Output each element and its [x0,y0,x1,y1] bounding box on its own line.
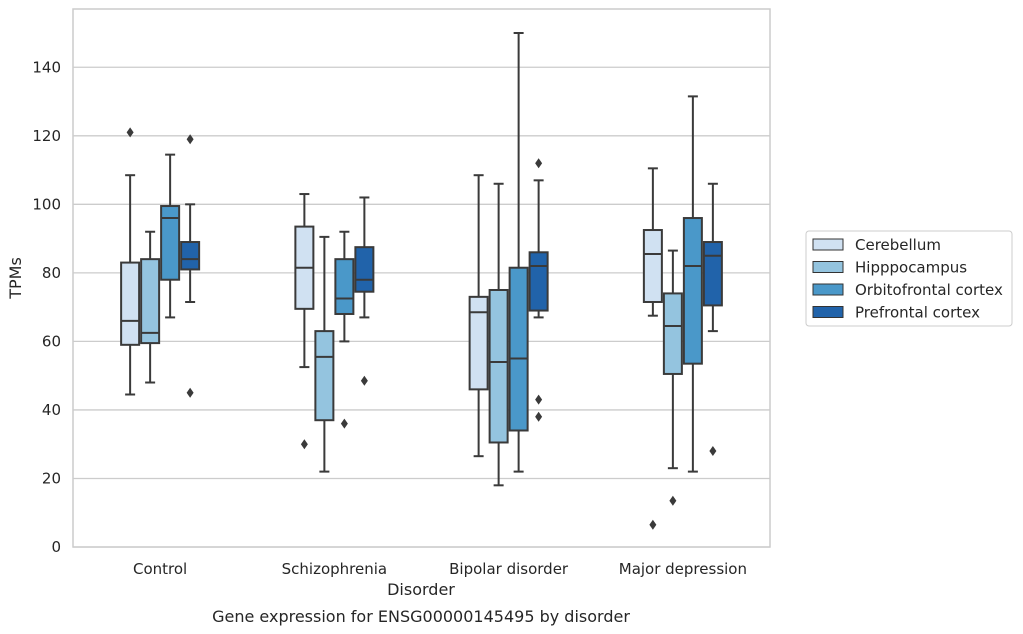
legend-item: Orbitofrontal cortex [812,281,1003,299]
legend-label: Prefrontal cortex [855,304,980,322]
legend-swatch [812,261,844,273]
box-cerebellum-1 [294,193,315,450]
box-orbitofrontal-cortex-0 [160,153,181,319]
y-tick-label: 0 [51,538,61,556]
box-prefrontal-cortex-1 [354,196,375,386]
box-hipppocampus-3 [662,249,683,506]
box-orbitofrontal-cortex-1 [334,230,355,429]
outlier-point [360,375,368,386]
box-prefrontal-cortex-3 [702,182,723,457]
legend-label: Cerebellum [855,236,941,254]
box-hipppocampus-2 [488,182,509,487]
iqr-box [528,251,549,312]
outlier-point [535,411,543,422]
box-hipppocampus-1 [314,235,335,473]
x-tick-label: Major depression [619,560,747,578]
y-tick-label: 120 [32,127,61,145]
iqr-box [508,266,529,432]
y-tick-label: 60 [42,332,61,350]
iqr-box [488,288,509,444]
y-tick-label: 100 [32,195,61,213]
outlier-point [300,439,308,450]
box-prefrontal-cortex-0 [180,134,201,398]
iqr-box [120,261,141,346]
iqr-box [682,217,703,365]
box-cerebellum-3 [642,167,663,530]
outlier-point [649,519,657,530]
box-orbitofrontal-cortex-2 [508,31,529,473]
legend-swatch [812,283,844,296]
legend: Cerebellum Hipppocampus Orbitofrontal cort… [805,230,1013,327]
legend-item: Cerebellum [812,236,941,254]
x-tick-label: Bipolar disorder [449,560,569,578]
box-cerebellum-2 [468,174,489,458]
outlier-point [340,418,348,429]
legend-item: Prefrontal cortex [812,304,980,322]
iqr-box [180,241,201,271]
iqr-box [140,258,161,345]
iqr-box [468,295,489,391]
iqr-box [334,258,355,315]
legend-frame [805,230,1013,327]
iqr-box [314,330,335,422]
iqr-box [662,292,683,375]
y-tick-labels: 0 20 40 60 80 100 120 140 [32,58,61,556]
box-hipppocampus-0 [140,230,161,384]
legend-label: Hipppocampus [855,259,967,277]
boxes [120,31,723,530]
y-axis-label: TPMs [6,257,25,300]
legend-label: Orbitofrontal cortex [855,281,1003,299]
x-tick-label: Schizophrenia [282,560,387,578]
y-tick-label: 80 [42,264,61,282]
y-tick-label: 20 [42,469,61,487]
iqr-box [642,229,663,303]
legend-swatch [812,238,844,251]
outlier-point [535,394,543,405]
outlier-point [669,495,677,506]
x-axis-label: Disorder [387,580,455,599]
outlier-point [186,387,194,398]
chart-caption: Gene expression for ENSG00000145495 by d… [212,607,630,626]
box-prefrontal-cortex-2 [528,158,549,422]
legend-swatch [812,306,844,318]
outlier-point [186,134,194,145]
legend-item: Hipppocampus [812,259,967,277]
outlier-point [535,158,543,169]
box-orbitofrontal-cortex-3 [682,95,703,473]
iqr-box [160,205,181,281]
outlier-point [126,127,134,138]
y-tick-label: 140 [32,58,61,76]
x-tick-label: Control [133,560,187,578]
y-tick-label: 40 [42,401,61,419]
iqr-box [354,246,375,293]
box-cerebellum-0 [120,127,141,396]
outlier-point [709,446,717,457]
iqr-box [702,241,723,307]
x-tick-labels: Control Schizophrenia Bipolar disorder Majo… [133,560,747,578]
